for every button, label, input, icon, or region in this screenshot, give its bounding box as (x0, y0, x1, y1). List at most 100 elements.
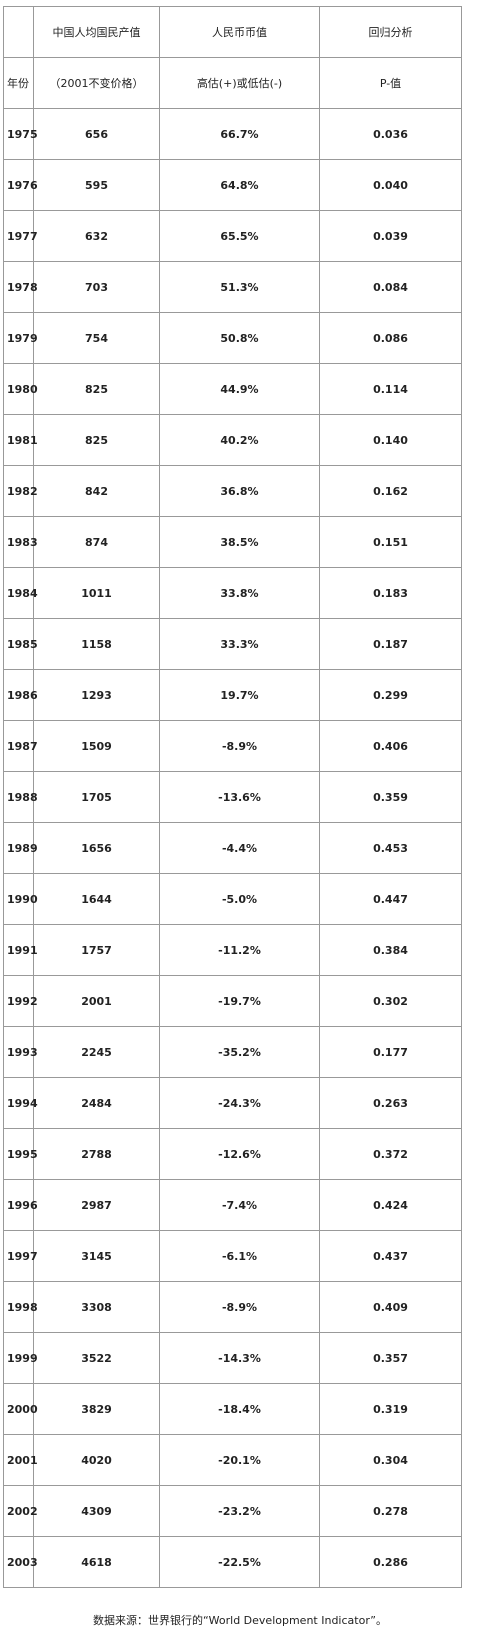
table-row: 1998 3308 -8.9% 0.409 (3, 1281, 462, 1333)
gnp-cell: 3522 (33, 1332, 160, 1384)
header-year-blank (3, 6, 34, 58)
table-row: 1980 825 44.9% 0.114 (3, 363, 462, 415)
year-cell: 1992 (3, 975, 38, 1027)
table-row: 1988 1705 -13.6% 0.359 (3, 771, 462, 823)
gnp-cell: 2484 (33, 1077, 160, 1129)
table-row: 1982 842 36.8% 0.162 (3, 465, 462, 517)
year-cell: 1981 (3, 414, 38, 466)
table-row: 1985 1158 33.3% 0.187 (3, 618, 462, 670)
year-cell: 1993 (3, 1026, 38, 1078)
gnp-cell: 1011 (33, 567, 160, 619)
table-row: 1977 632 65.5% 0.039 (3, 210, 462, 262)
year-cell: 1997 (3, 1230, 38, 1282)
gnp-cell: 4618 (33, 1536, 160, 1588)
p-value-cell: 0.384 (319, 924, 462, 976)
rmb-cell: -18.4% (159, 1383, 320, 1435)
table-row: 2000 3829 -18.4% 0.319 (3, 1383, 462, 1435)
rmb-cell: 51.3% (159, 261, 320, 313)
year-cell: 1990 (3, 873, 38, 925)
rmb-cell: -23.2% (159, 1485, 320, 1537)
table-row: 1996 2987 -7.4% 0.424 (3, 1179, 462, 1231)
table-row: 2003 4618 -22.5% 0.286 (3, 1536, 462, 1588)
gnp-cell: 1158 (33, 618, 160, 670)
year-cell: 2003 (3, 1536, 38, 1588)
year-cell: 1979 (3, 312, 38, 364)
table-row: 1990 1644 -5.0% 0.447 (3, 873, 462, 925)
p-value-cell: 0.278 (319, 1485, 462, 1537)
rmb-cell: 44.9% (159, 363, 320, 415)
header-rmb-title: 人民币币值 (159, 6, 320, 58)
table-row: 1976 595 64.8% 0.040 (3, 159, 462, 211)
gnp-cell: 4020 (33, 1434, 160, 1486)
p-value-cell: 0.406 (319, 720, 462, 772)
year-cell: 1982 (3, 465, 38, 517)
p-value-cell: 0.183 (319, 567, 462, 619)
year-cell: 1991 (3, 924, 38, 976)
year-cell: 1976 (3, 159, 38, 211)
gnp-cell: 3308 (33, 1281, 160, 1333)
p-value-cell: 0.453 (319, 822, 462, 874)
gnp-cell: 1757 (33, 924, 160, 976)
p-value-cell: 0.039 (319, 210, 462, 262)
gnp-cell: 703 (33, 261, 160, 313)
p-value-cell: 0.437 (319, 1230, 462, 1282)
p-value-cell: 0.151 (319, 516, 462, 568)
rmb-cell: 38.5% (159, 516, 320, 568)
table-row: 1975 656 66.7% 0.036 (3, 108, 462, 160)
table-row: 1994 2484 -24.3% 0.263 (3, 1077, 462, 1129)
year-cell: 1985 (3, 618, 38, 670)
header-rmb-unit: 高估(+)或低估(-) (159, 57, 320, 109)
year-cell: 1989 (3, 822, 38, 874)
year-cell: 1978 (3, 261, 38, 313)
header-p-title: 回归分析 (319, 6, 462, 58)
table-row: 1984 1011 33.8% 0.183 (3, 567, 462, 619)
p-value-cell: 0.086 (319, 312, 462, 364)
p-value-cell: 0.162 (319, 465, 462, 517)
p-value-cell: 0.409 (319, 1281, 462, 1333)
gnp-cell: 3145 (33, 1230, 160, 1282)
header-row-1: 中国人均国民产值 人民币币值 回归分析 (3, 6, 462, 58)
rmb-cell: 33.8% (159, 567, 320, 619)
rmb-cell: 64.8% (159, 159, 320, 211)
gnp-cell: 825 (33, 363, 160, 415)
gnp-cell: 3829 (33, 1383, 160, 1435)
p-value-cell: 0.447 (319, 873, 462, 925)
table-row: 1981 825 40.2% 0.140 (3, 414, 462, 466)
header-gnp-unit: （2001不变价格） (33, 57, 160, 109)
rmb-cell: 19.7% (159, 669, 320, 721)
year-cell: 1998 (3, 1281, 38, 1333)
rmb-cell: -14.3% (159, 1332, 320, 1384)
year-cell: 1988 (3, 771, 38, 823)
p-value-cell: 0.177 (319, 1026, 462, 1078)
p-value-cell: 0.036 (319, 108, 462, 160)
rmb-cell: 50.8% (159, 312, 320, 364)
gnp-cell: 1509 (33, 720, 160, 772)
year-cell: 2000 (3, 1383, 38, 1435)
p-value-cell: 0.286 (319, 1536, 462, 1588)
year-cell: 2002 (3, 1485, 38, 1537)
gnp-cell: 2245 (33, 1026, 160, 1078)
gnp-cell: 1656 (33, 822, 160, 874)
header-row-2: 年份 （2001不变价格） 高估(+)或低估(-) P-值 (3, 57, 462, 109)
table-row: 1993 2245 -35.2% 0.177 (3, 1026, 462, 1078)
p-value-cell: 0.372 (319, 1128, 462, 1180)
rmb-cell: -12.6% (159, 1128, 320, 1180)
p-value-cell: 0.114 (319, 363, 462, 415)
gnp-cell: 632 (33, 210, 160, 262)
table-row: 1995 2788 -12.6% 0.372 (3, 1128, 462, 1180)
p-value-cell: 0.424 (319, 1179, 462, 1231)
year-cell: 1984 (3, 567, 38, 619)
rmb-cell: -11.2% (159, 924, 320, 976)
gnp-cell: 2987 (33, 1179, 160, 1231)
rmb-cell: 66.7% (159, 108, 320, 160)
rmb-cell: -20.1% (159, 1434, 320, 1486)
rmb-cell: -13.6% (159, 771, 320, 823)
p-value-cell: 0.084 (319, 261, 462, 313)
year-cell: 1980 (3, 363, 38, 415)
year-cell: 1994 (3, 1077, 38, 1129)
rmb-cell: 40.2% (159, 414, 320, 466)
source-note: 数据来源：世界银行的“World Development Indicator”。 (92, 1614, 388, 1627)
year-cell: 1987 (3, 720, 38, 772)
gnp-cell: 4309 (33, 1485, 160, 1537)
table-row: 1992 2001 -19.7% 0.302 (3, 975, 462, 1027)
